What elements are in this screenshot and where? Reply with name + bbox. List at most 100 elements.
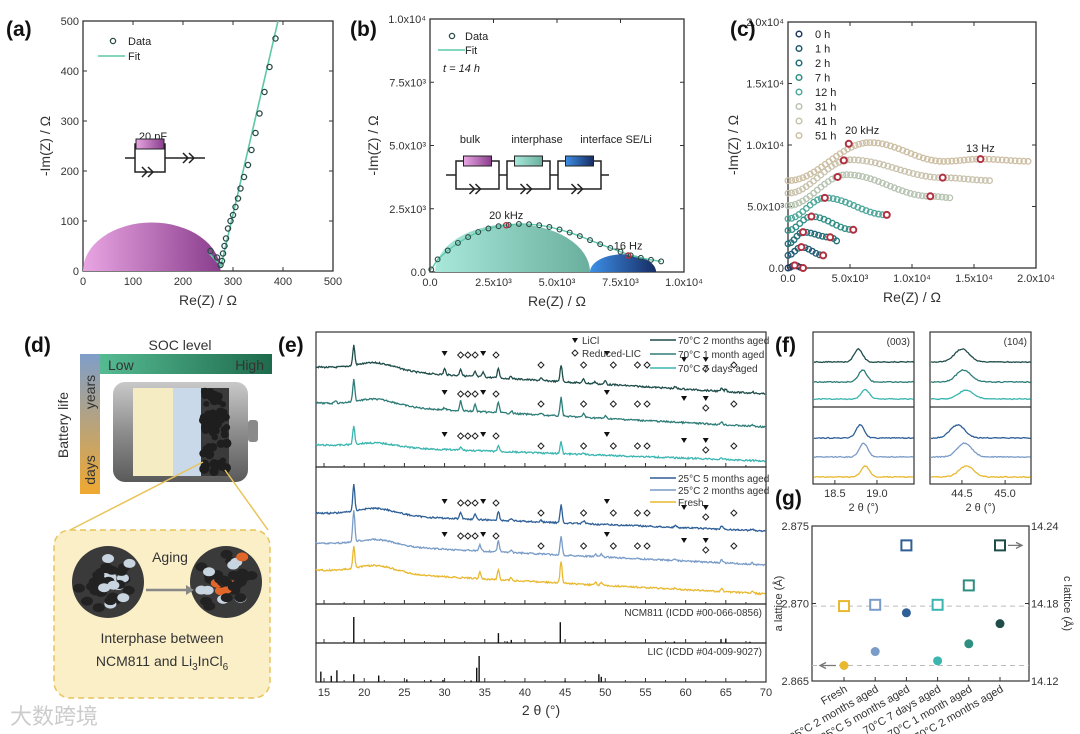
data-point [829, 195, 837, 203]
c-lattice-point [962, 579, 975, 592]
frequency-marker [790, 261, 799, 270]
xrd-section-frame [315, 642, 767, 683]
legend-label: 41 h [815, 116, 836, 128]
data-point [229, 211, 237, 219]
battery-terminal [248, 420, 258, 442]
x-tick-label: 0 [80, 276, 86, 288]
data-point [222, 235, 230, 242]
cpe-symbol [468, 183, 482, 195]
data-point [244, 161, 252, 169]
x-axis-label: 2 θ (°) [848, 502, 878, 514]
data-point [910, 190, 918, 198]
licl-marker [441, 351, 448, 356]
data-point [850, 156, 858, 164]
legend-label: 31 h [815, 102, 836, 114]
data-point [784, 240, 792, 248]
xrd-trace [315, 425, 766, 463]
panel-f-xrd-zoom: (003) 18.5 19.0 2 θ (°) (104) 44.5 45.0 2 θ (°) [812, 331, 1032, 514]
data-point [918, 192, 926, 200]
a-lattice-point [964, 639, 974, 649]
legend-label: 25°C 5 months aged [678, 474, 769, 485]
y-tick-label: 2.0x10⁴ [746, 17, 784, 29]
reduced-lic-marker [537, 442, 545, 450]
reduced-lic-marker [643, 509, 651, 517]
data-point [505, 221, 512, 228]
data-point [788, 177, 796, 184]
y-tick-label: 5.0x10³ [747, 202, 784, 214]
data-point [851, 171, 859, 179]
circuit-element [134, 143, 173, 173]
data-point [232, 203, 239, 211]
data-point [627, 252, 634, 259]
data-point [985, 155, 993, 163]
electrolyte-layer [173, 388, 201, 476]
data-point [788, 189, 796, 197]
data-point [850, 202, 858, 209]
cpe-symbol [141, 166, 155, 178]
data-point [813, 186, 821, 194]
data-point [221, 242, 228, 250]
legend-marker [795, 117, 803, 125]
data-point [936, 157, 944, 165]
data-point [833, 237, 841, 245]
x-tick-label: 5.0x10³ [832, 273, 869, 285]
reduced-lic-marker [579, 400, 588, 408]
reduced-lic-marker [579, 542, 588, 550]
data-point [847, 171, 855, 179]
data-point [576, 233, 583, 240]
data-point [913, 171, 921, 179]
particle [219, 457, 227, 465]
interface-semicircle [590, 254, 657, 272]
caption-line1: Interphase between [101, 630, 224, 646]
data-point [444, 247, 451, 254]
data-point [854, 203, 862, 211]
reduced-lic-marker [633, 509, 642, 517]
years-label: years [82, 375, 98, 409]
frequency-marker [624, 252, 632, 259]
particle [107, 580, 120, 590]
x-tick-label: 20 [358, 687, 370, 699]
legend-label: 70°C 1 month aged [678, 350, 764, 361]
x-tick-label: 18.5 [824, 488, 845, 500]
data-point [587, 237, 593, 244]
frequency-marker [849, 225, 858, 234]
reduced-lic-marker [464, 390, 472, 398]
subplot-frame [929, 331, 1032, 485]
legend-marker [795, 88, 803, 96]
data-point [892, 165, 900, 173]
reduced-lic-marker [464, 351, 472, 359]
reduced-lic-marker [633, 361, 642, 369]
licl-marker [441, 390, 448, 395]
text-span: NCM811 and Li [96, 653, 192, 669]
frequency-marker [797, 243, 806, 252]
particle [72, 583, 85, 593]
series-2h [784, 228, 841, 248]
subscript: 6 [223, 662, 229, 673]
a-lattice-point [995, 619, 1005, 629]
circuit-label: interphase [511, 134, 562, 146]
particle [201, 426, 210, 434]
particle [215, 413, 226, 424]
data-point [859, 173, 866, 181]
xrd-zoom-trace [930, 442, 1031, 459]
data-point [817, 171, 825, 179]
reduced-lic-marker [633, 442, 642, 450]
y-axis-label: a lattice (Å) [772, 576, 785, 632]
x-tick-label: 40 [519, 687, 531, 699]
particle [117, 593, 130, 603]
data-point [914, 191, 922, 199]
xrd-trace [315, 484, 766, 533]
data-point [944, 157, 952, 165]
frequency-marker [826, 233, 835, 242]
particle [220, 430, 229, 439]
reduced-lic-marker [730, 542, 738, 550]
reduced-lic-marker [492, 390, 500, 398]
particle [227, 560, 240, 570]
x-axis-label: 2 θ (°) [522, 702, 560, 718]
data-point [866, 208, 874, 216]
data-point [261, 88, 268, 96]
data-point [803, 172, 811, 180]
data-point [854, 156, 862, 164]
licl-marker [441, 532, 448, 537]
data-point [784, 215, 792, 223]
